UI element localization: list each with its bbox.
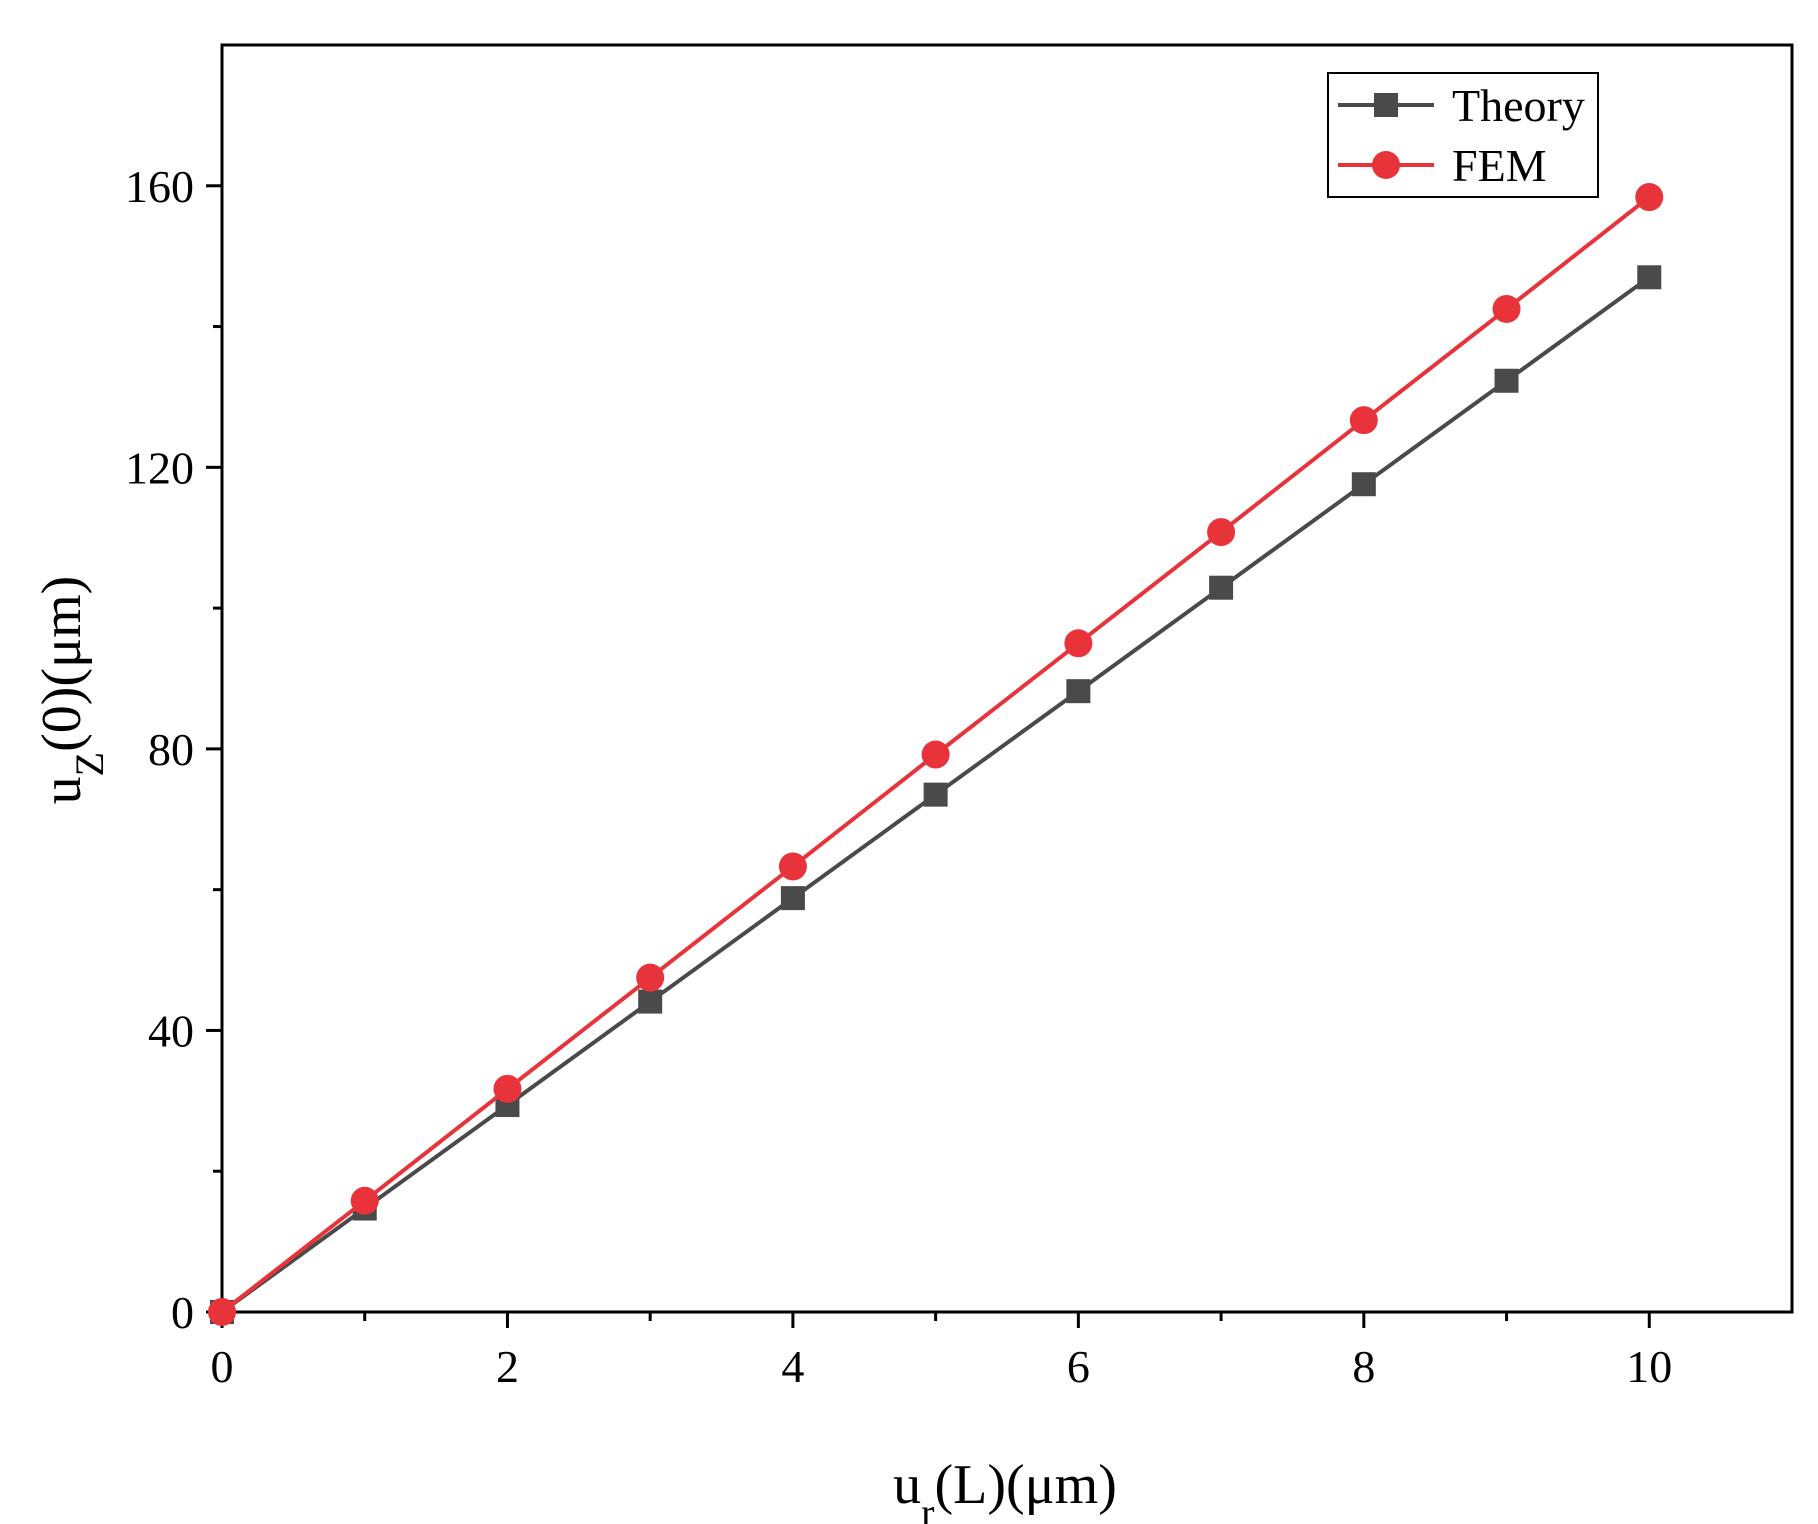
fem-point xyxy=(1349,406,1378,435)
x-axis-title-sub: r xyxy=(921,1490,934,1524)
legend-fem-label: FEM xyxy=(1452,140,1547,191)
theory-point xyxy=(638,989,663,1014)
plot-area xyxy=(220,43,1794,1314)
y-tick-label: 40 xyxy=(148,1005,194,1056)
theory-point xyxy=(1209,575,1234,600)
y-tick-label: 0 xyxy=(171,1287,194,1338)
theory-point xyxy=(1351,472,1376,497)
y-axis-title-main: u xyxy=(31,776,93,804)
fem-point xyxy=(1492,294,1521,323)
y-tick-label: 120 xyxy=(125,442,194,493)
fem-point xyxy=(1207,518,1236,547)
plot-frame xyxy=(220,43,1794,1314)
fem-point xyxy=(493,1074,522,1103)
x-axis-title: ur(L)(μm) xyxy=(893,1454,1117,1524)
fem-point xyxy=(636,963,665,992)
legend-theory-marker xyxy=(1374,93,1398,117)
legend-theory-label: Theory xyxy=(1452,80,1585,131)
y-tick-label: 80 xyxy=(148,724,194,775)
x-tick-label: 8 xyxy=(1352,1341,1375,1392)
y-axis-title: uZ(0)(μm) xyxy=(31,576,112,805)
theory-point xyxy=(1494,368,1519,393)
x-axis-title-main: u xyxy=(893,1454,921,1516)
legend: Theory FEM xyxy=(1327,72,1599,198)
x-tick-label: 2 xyxy=(496,1341,519,1392)
x-tick-label: 10 xyxy=(1626,1341,1672,1392)
x-tick-label: 4 xyxy=(781,1341,804,1392)
fem-point xyxy=(921,740,950,769)
fem-point xyxy=(778,852,807,881)
fem-point xyxy=(1064,629,1093,658)
y-axis: 0 40 80 120 160 xyxy=(125,161,222,1338)
theory-point xyxy=(780,886,805,911)
theory-point xyxy=(923,782,948,807)
series-layer xyxy=(208,183,1664,1326)
x-tick-label: 0 xyxy=(211,1341,234,1392)
fem-point xyxy=(1635,183,1664,212)
x-axis-title-rest: (L)(μm) xyxy=(934,1454,1116,1516)
theory-point xyxy=(1637,265,1662,290)
theory-point xyxy=(1066,679,1091,704)
y-tick-label: 160 xyxy=(125,161,194,212)
legend-box xyxy=(1327,72,1599,198)
y-axis-title-rest: (0)(μm) xyxy=(31,576,93,752)
y-axis-title-sub: Z xyxy=(67,752,112,776)
legend-fem-marker xyxy=(1372,151,1400,179)
fem-point xyxy=(208,1298,236,1326)
x-tick-label: 6 xyxy=(1067,1341,1090,1392)
fem-point xyxy=(350,1186,379,1215)
x-axis: 0 2 4 6 8 10 xyxy=(211,1312,1672,1392)
